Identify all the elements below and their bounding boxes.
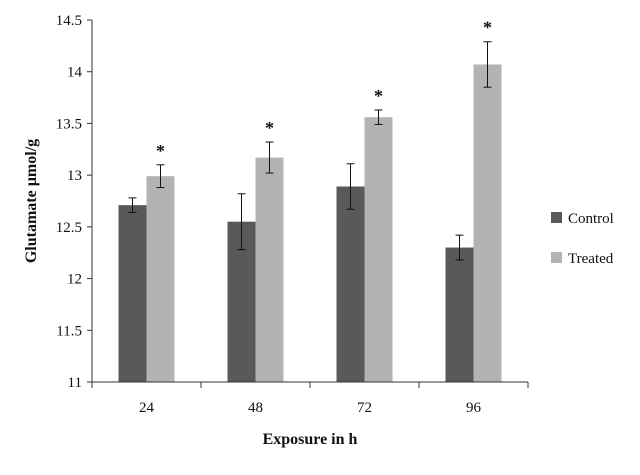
legend-swatch-control xyxy=(551,212,562,223)
error-bar-treated-96 xyxy=(483,41,492,88)
bar-control-72 xyxy=(336,186,365,382)
error-bars-layer xyxy=(128,41,492,261)
y-tick-label: 14 xyxy=(67,65,83,81)
significance-star: * xyxy=(265,118,274,138)
bar-treated-24 xyxy=(146,176,175,382)
error-bar-control-72 xyxy=(346,163,355,210)
x-axis-ticks: 24 48 72 96 xyxy=(91,382,529,416)
significance-star: * xyxy=(156,141,165,161)
error-bar-control-24 xyxy=(128,197,137,213)
y-tick-label: 11.5 xyxy=(56,323,82,339)
bar-treated-96 xyxy=(473,64,502,382)
y-tick-label: 13.5 xyxy=(56,116,82,132)
significance-markers: * * * * xyxy=(156,18,492,161)
bar-control-96 xyxy=(445,247,474,382)
x-axis-title: Exposure in h xyxy=(263,431,358,448)
error-bar-treated-72 xyxy=(374,109,383,125)
bar-treated-72 xyxy=(364,117,393,383)
bars-layer xyxy=(118,64,502,383)
error-bar-control-48 xyxy=(237,193,246,251)
y-tick-label: 12 xyxy=(67,272,82,288)
x-tick-label: 48 xyxy=(248,400,263,416)
y-axis-ticks: 11 11.5 12 12.5 13 13.5 14 14.5 xyxy=(56,13,92,391)
legend-label-control: Control xyxy=(568,211,614,227)
legend: Control Treated xyxy=(551,211,614,267)
y-tick-label: 13 xyxy=(67,168,82,184)
bar-control-24 xyxy=(118,205,147,382)
x-tick-label: 96 xyxy=(466,400,482,416)
significance-star: * xyxy=(483,18,492,38)
legend-swatch-treated xyxy=(551,252,562,263)
x-tick-label: 24 xyxy=(139,400,155,416)
y-axis-title: Glutamate µmol/g xyxy=(23,139,40,263)
legend-label-treated: Treated xyxy=(568,251,614,267)
y-tick-label: 12.5 xyxy=(56,220,82,236)
y-tick-label: 11 xyxy=(68,375,82,391)
error-bar-treated-24 xyxy=(156,164,165,189)
x-tick-label: 72 xyxy=(357,400,372,416)
error-bar-treated-48 xyxy=(265,141,274,174)
bar-treated-48 xyxy=(255,157,284,382)
error-bar-control-96 xyxy=(455,234,464,261)
significance-star: * xyxy=(374,86,383,106)
y-tick-label: 14.5 xyxy=(56,13,82,29)
